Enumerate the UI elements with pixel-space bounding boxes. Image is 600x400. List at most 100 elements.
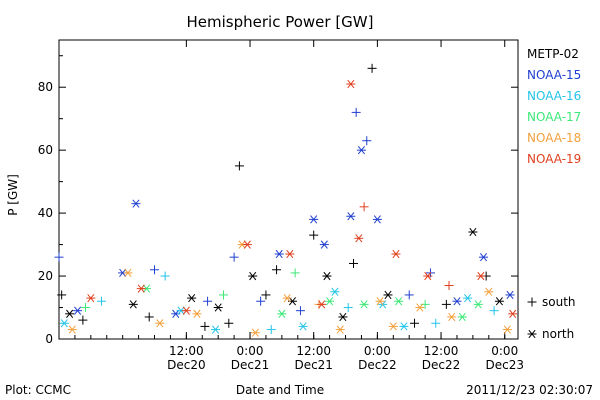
data-point	[256, 296, 266, 306]
data-point	[96, 296, 106, 306]
data-point	[473, 300, 483, 309]
data-point	[290, 268, 300, 278]
data-point	[479, 253, 489, 262]
star-d2	[360, 300, 368, 309]
data-point	[81, 303, 91, 313]
data-point	[67, 325, 77, 334]
star-d2	[177, 306, 185, 315]
star-d2	[193, 309, 201, 318]
star-d2	[485, 287, 493, 296]
data-point	[463, 293, 473, 303]
star-d2	[495, 297, 503, 306]
data-point	[242, 240, 252, 249]
data-point	[356, 146, 366, 155]
legend-entry: NOAA-18	[527, 131, 581, 145]
star-d2	[336, 325, 344, 334]
star-d2	[243, 240, 251, 249]
data-point	[59, 319, 69, 328]
star-d2	[129, 300, 137, 309]
data-point	[349, 258, 359, 268]
star-d2	[182, 306, 190, 315]
data-point	[410, 318, 420, 328]
data-point	[359, 300, 369, 309]
star-d2	[355, 234, 363, 243]
x-tick-date-label: Dec23	[485, 358, 524, 372]
star-d2	[188, 293, 196, 303]
data-point	[444, 280, 454, 290]
data-point	[335, 325, 345, 334]
data-point	[351, 107, 361, 117]
data-point	[423, 271, 433, 281]
legend-entry: METP-02	[527, 47, 579, 61]
data-point	[78, 315, 88, 325]
data-point	[128, 300, 138, 309]
data-point	[394, 297, 404, 306]
star-d2	[357, 146, 365, 155]
legend: METP-02 NOAA-15 NOAA-16 NOAA-17 NOAA-18 NOAA-…	[527, 47, 581, 341]
star-d2	[249, 271, 257, 281]
x-tick-date-label: Dec21	[294, 358, 333, 372]
data-point	[54, 252, 64, 262]
data-point	[224, 318, 234, 328]
data-point	[441, 299, 451, 309]
chart-title: Hemispheric Power [GW]	[187, 13, 374, 31]
star-d2	[464, 293, 472, 303]
star-d2	[474, 300, 482, 309]
star-d2	[214, 303, 222, 312]
star-d2	[172, 309, 180, 318]
legend-marker	[527, 297, 537, 307]
data-point	[218, 290, 228, 300]
star-d2	[347, 212, 355, 221]
y-tick-label: 40	[38, 206, 53, 220]
star-d2	[416, 303, 424, 312]
data-point	[295, 306, 305, 316]
data-point	[372, 215, 382, 224]
data-point	[452, 297, 462, 306]
star-d2	[331, 287, 339, 296]
data-point	[319, 240, 329, 249]
star-d2	[137, 284, 145, 293]
star-d2	[310, 215, 318, 224]
data-point	[86, 293, 96, 303]
star-d2	[278, 309, 286, 318]
data-point	[484, 287, 494, 296]
star-d2	[528, 329, 536, 339]
star-d2	[212, 325, 220, 334]
data-point	[144, 312, 154, 322]
x-tick-date-label: Dec20	[167, 358, 206, 372]
plot-frame	[58, 39, 519, 340]
data-point	[123, 268, 133, 278]
x-axis: 12:00Dec200:00Dec2112:00Dec210:00Dec2212…	[74, 40, 524, 372]
data-point	[298, 322, 308, 331]
data-point	[354, 234, 364, 243]
legend-marker	[527, 329, 537, 339]
data-point	[457, 312, 467, 322]
x-tick-label: 0:00	[237, 344, 264, 358]
data-point	[211, 325, 221, 334]
star-d2	[373, 215, 381, 224]
star-d2	[509, 309, 517, 318]
star-d2	[60, 319, 68, 328]
data-point	[65, 309, 75, 318]
data-point	[367, 63, 377, 73]
x-tick-date-label: Dec21	[231, 358, 270, 372]
x-tick-label: 12:00	[296, 344, 331, 358]
data-point	[322, 271, 332, 281]
plot-credit: Plot: CCMC	[5, 383, 71, 397]
star-d2	[339, 312, 347, 322]
star-d2	[448, 312, 456, 322]
star-d2	[400, 322, 408, 331]
star-d2	[424, 271, 432, 281]
star-d2	[238, 240, 246, 249]
data-point	[136, 284, 146, 293]
star-d2	[74, 306, 82, 315]
y-tick-label: 60	[38, 143, 53, 157]
data-point	[272, 265, 282, 275]
data-point	[282, 293, 292, 303]
star-d2	[286, 249, 294, 259]
star-d2	[143, 284, 151, 293]
data-point	[250, 328, 260, 337]
star-d2	[318, 300, 326, 309]
star-d2	[275, 249, 283, 259]
